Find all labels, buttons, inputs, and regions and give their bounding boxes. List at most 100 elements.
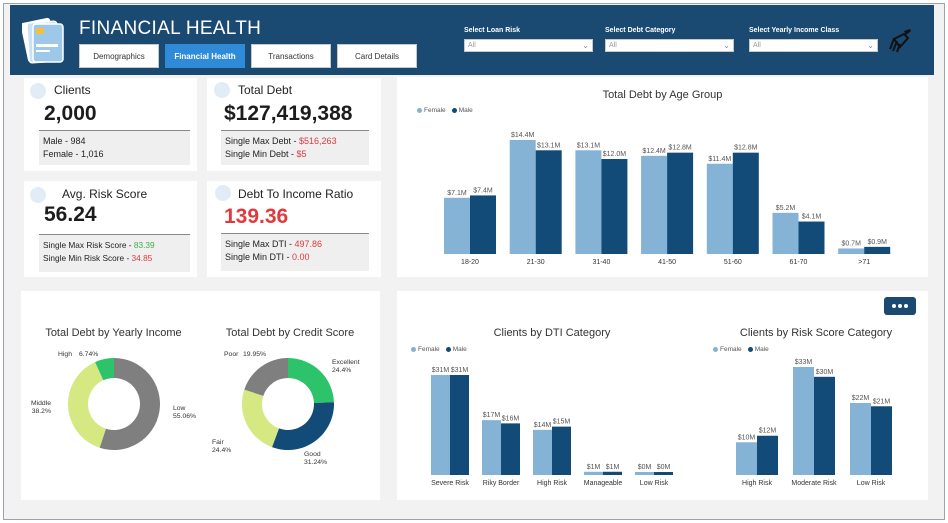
category-label: Moderate Risk (791, 480, 837, 487)
data-label: $16M (502, 415, 520, 422)
bar-male (552, 426, 571, 475)
bar-female (793, 367, 814, 475)
bar-male (798, 221, 825, 254)
data-label: $14.4M (511, 132, 535, 139)
bar-female (736, 442, 757, 475)
loan-risk-label: Select Loan Risk (464, 27, 521, 34)
min-risk-label: Single Min Risk Score - (43, 253, 132, 263)
category-label: Severe Risk (431, 480, 469, 487)
donut-slice-excellent (288, 358, 334, 404)
kpi-card-total-debt: Total Debt $127,419,388 Single Max Debt … (207, 78, 381, 171)
slice-pct: 24.4% (332, 367, 351, 374)
max-debt-label: Single Max Debt - (225, 136, 300, 146)
data-label: $21M (873, 398, 891, 405)
debt-category-value: All (609, 42, 617, 49)
max-debt-value: $516,263 (299, 136, 337, 146)
chevron-down-icon: ⌄ (582, 41, 589, 50)
category-label: 21-30 (527, 259, 545, 266)
kpi-total-debt-detail: Single Max Debt - $516,263 Single Min De… (221, 130, 369, 165)
slice-label: Low (173, 405, 186, 412)
income-class-label: Select Yearly Income Class (749, 27, 840, 34)
bar-female (838, 248, 865, 254)
clear-filters-broom-icon[interactable] (886, 27, 914, 55)
male-count-value: 984 (70, 136, 86, 146)
income-class-value: All (753, 42, 761, 49)
tab-financial-health[interactable]: Financial Health (165, 44, 245, 68)
slice-label: Middle (31, 400, 51, 407)
slice-label: Poor (224, 351, 239, 358)
legend-male-label: Male (754, 346, 769, 353)
max-risk-label: Single Max Risk Score - (43, 240, 134, 250)
legend-female-label: Female (720, 346, 742, 353)
users-icon (30, 83, 46, 99)
loan-risk-dropdown[interactable]: All ⌄ (464, 39, 593, 52)
more-options-button[interactable] (884, 297, 916, 315)
legend-female: Female (417, 107, 446, 114)
income-class-dropdown[interactable]: All ⌄ (749, 39, 878, 52)
dti-chart-legend: Female Male (411, 346, 467, 353)
donut-slice-low (99, 358, 160, 450)
money-bag-icon (215, 185, 231, 201)
bar-male (814, 376, 835, 475)
slice-pct: 6.74% (79, 351, 98, 358)
data-label: $31M (432, 367, 450, 374)
category-label: 18-20 (461, 259, 479, 266)
tab-card-details[interactable]: Card Details (337, 44, 417, 68)
bar-male (470, 195, 496, 254)
category-label: 51-60 (724, 259, 742, 266)
slice-pct: 55.06% (173, 413, 196, 420)
bar-female (444, 197, 470, 254)
data-label: $1M (606, 464, 620, 471)
slice-label: Excellent (332, 359, 360, 366)
legend-female-label: Female (424, 107, 446, 114)
donut-slice-fair (242, 389, 279, 448)
bar-female (641, 155, 668, 254)
data-label: $0M (638, 464, 652, 471)
header-bar: FINANCIAL HEALTH Demographics Financial … (10, 5, 934, 75)
female-count-value: 1,016 (81, 149, 104, 159)
bar-male (601, 159, 628, 254)
tab-transactions[interactable]: Transactions (251, 44, 331, 68)
debt-category-dropdown[interactable]: All ⌄ (605, 39, 734, 52)
data-label: $12M (759, 428, 777, 435)
data-label: $5.2M (776, 205, 796, 212)
data-label: $4.1M (802, 214, 822, 221)
bar-female (509, 140, 536, 254)
data-label: $12.8M (734, 145, 758, 152)
category-label: 31-40 (592, 259, 610, 266)
kpi-card-clients: Clients 2,000 Male - 984 Female - 1,016 (24, 78, 197, 171)
bar-male (654, 472, 673, 475)
data-label: $12.4M (642, 148, 666, 155)
data-label: $13.1M (537, 142, 561, 149)
chevron-down-icon: ⌄ (723, 41, 730, 50)
donut-slice-good (272, 402, 334, 450)
kpi-total-debt-title: Total Debt (238, 83, 293, 97)
slice-label: Fair (212, 439, 224, 446)
category-label: >71 (858, 259, 870, 266)
data-label: $14M (534, 422, 552, 429)
bar-female (706, 163, 733, 254)
tab-demographics[interactable]: Demographics (79, 44, 159, 68)
kpi-dti-detail: Single Max DTI - 497.86 Single Min DTI -… (221, 233, 369, 271)
bar-male (450, 375, 469, 475)
debt-category-label: Select Debt Category (605, 27, 676, 34)
slice-pct: 38.2% (32, 408, 51, 415)
age-chart-title: Total Debt by Age Group (602, 89, 723, 101)
category-label: High Risk (742, 480, 772, 487)
clients-category-panel: Clients by DTI Category Clients by Risk … (397, 291, 928, 500)
bar-male (667, 152, 694, 254)
legend-female: Female (411, 346, 440, 353)
max-dti-label: Single Max DTI - (225, 239, 295, 249)
legend-male: Male (747, 346, 769, 353)
income-donut-title: Total Debt by Yearly Income (45, 327, 182, 339)
female-count-label: Female - (43, 149, 82, 159)
risk-chart-title: Clients by Risk Score Category (739, 327, 893, 339)
category-label: High Risk (537, 480, 567, 487)
bar-male (603, 471, 622, 475)
data-label: $0.7M (841, 240, 861, 247)
data-label: $0.9M (867, 239, 887, 246)
legend-male: Male (451, 107, 473, 114)
age-chart-legend: Female Male (417, 107, 473, 114)
donut-slice-poor (244, 358, 288, 396)
